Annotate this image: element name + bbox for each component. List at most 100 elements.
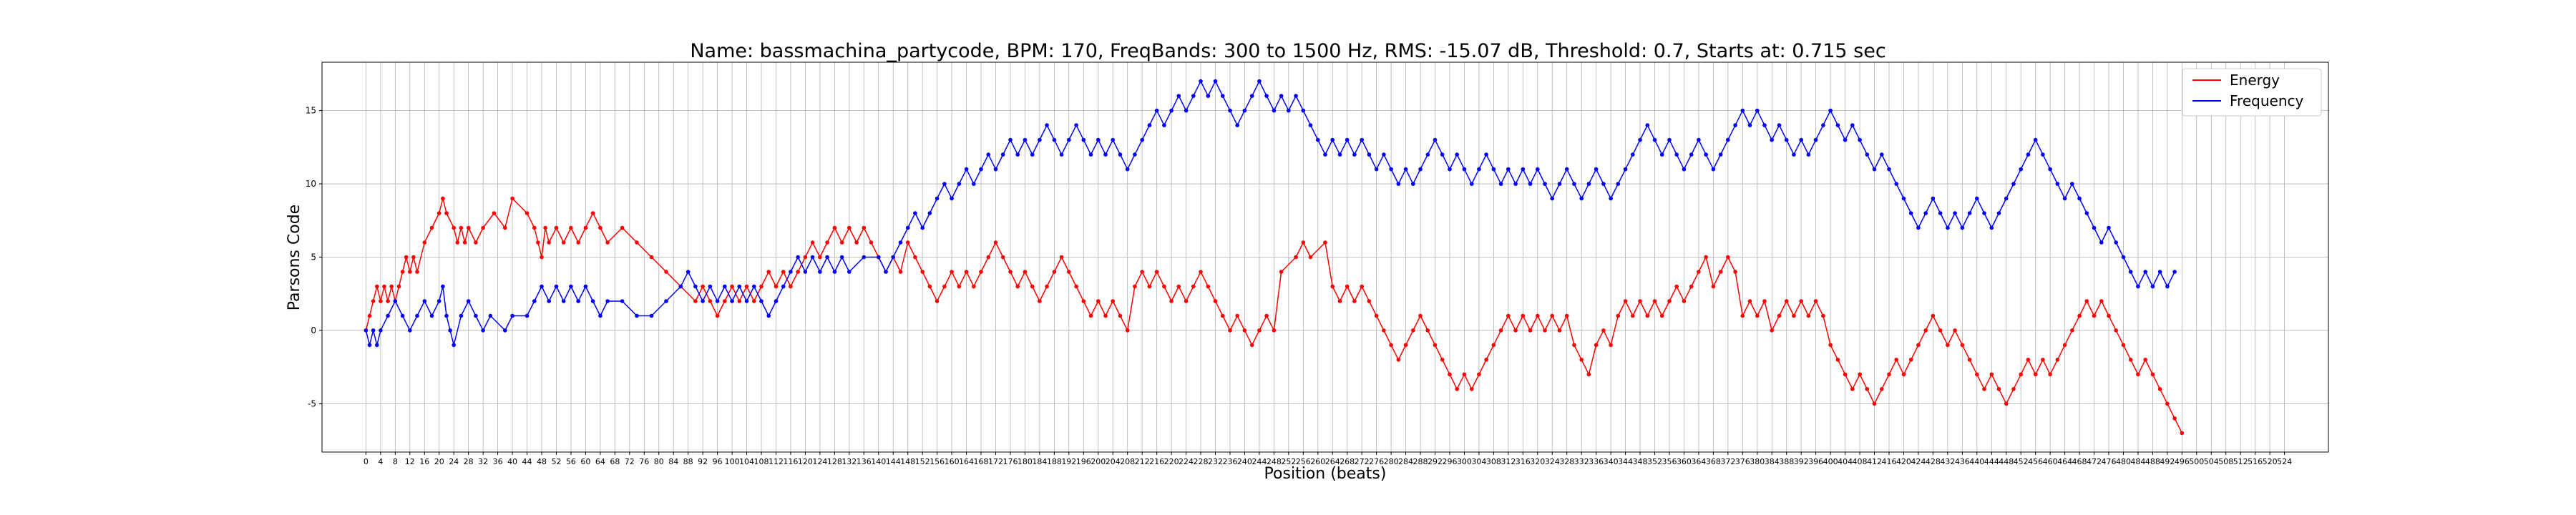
x-tick-label: 180 (1018, 457, 1033, 466)
x-tick-label: 60 (580, 457, 590, 466)
x-tick-label: 476 (2101, 457, 2116, 466)
x-tick-label: 424 (1911, 457, 1926, 466)
x-tick-label: 4 (378, 457, 383, 466)
data-point-energy (1711, 284, 1716, 289)
data-point-energy (1191, 284, 1196, 289)
data-point-energy (2055, 358, 2060, 362)
data-point-energy (492, 211, 497, 215)
data-point-frequency (1594, 167, 1599, 172)
data-point-energy (972, 284, 976, 289)
data-point-energy (1425, 328, 1430, 333)
x-tick-label: 324 (1545, 457, 1560, 466)
x-tick-label: 516 (2248, 457, 2263, 466)
data-point-frequency (1330, 137, 1335, 142)
data-point-frequency (1118, 152, 1123, 157)
x-tick-label: 176 (1002, 457, 1018, 466)
data-point-energy (1462, 372, 1467, 377)
data-point-frequency (1411, 182, 1415, 186)
data-point-frequency (693, 284, 698, 289)
data-point-energy (1586, 372, 1591, 377)
x-tick-label: 80 (654, 457, 664, 466)
x-tick-label: 96 (713, 457, 723, 466)
data-point-frequency (979, 167, 983, 172)
x-tick-label: 164 (959, 457, 974, 466)
x-tick-label: 232 (1208, 457, 1223, 466)
data-point-energy (869, 240, 874, 245)
x-tick-label: 372 (1720, 457, 1735, 466)
data-point-energy (1770, 328, 1774, 333)
data-point-frequency (1184, 108, 1189, 113)
data-point-frequency (1740, 108, 1745, 113)
x-tick-label: 296 (1442, 457, 1457, 466)
data-point-frequency (598, 313, 602, 318)
series-frequency (364, 79, 2177, 348)
data-point-energy (1762, 299, 1767, 303)
x-tick-label: 72 (625, 457, 635, 466)
data-point-energy (1982, 387, 1986, 391)
x-tick-label: 36 (493, 457, 503, 466)
data-point-energy (408, 270, 412, 274)
data-point-energy (993, 240, 998, 245)
data-point-energy (1498, 328, 1503, 333)
data-point-energy (1975, 372, 1979, 377)
data-point-frequency (1887, 167, 1891, 172)
x-tick-label: 432 (1940, 457, 1955, 466)
data-point-frequency (803, 270, 808, 274)
data-point-frequency (466, 299, 471, 303)
data-point-energy (854, 240, 859, 245)
x-tick-label: 124 (812, 457, 827, 466)
x-axis-label: Position (beats) (1264, 465, 1387, 483)
data-point-frequency (1088, 152, 1093, 157)
data-point-frequency (1484, 152, 1488, 157)
data-point-frequency (1799, 137, 1803, 142)
x-tick-label: 44 (522, 457, 532, 466)
data-point-energy (1652, 299, 1657, 303)
data-point-frequency (1433, 137, 1438, 142)
data-point-frequency (781, 284, 786, 289)
x-tick-label: 380 (1750, 457, 1765, 466)
data-point-energy (1784, 299, 1789, 303)
data-point-energy (2172, 416, 2177, 421)
data-point-energy (759, 284, 763, 289)
data-point-energy (1074, 284, 1078, 289)
data-point-frequency (1249, 94, 1254, 98)
data-point-energy (382, 284, 386, 289)
data-point-frequency (1287, 108, 1291, 113)
data-point-frequency (1667, 137, 1672, 142)
x-tick-label: 400 (1823, 457, 1838, 466)
data-point-energy (2092, 313, 2097, 318)
data-point-energy (1850, 387, 1855, 391)
x-tick-label: 292 (1428, 457, 1443, 466)
data-point-energy (1594, 343, 1599, 348)
data-point-frequency (379, 328, 383, 333)
x-tick-label: 312 (1501, 457, 1516, 466)
data-point-frequency (1645, 123, 1650, 127)
data-point-frequency (1631, 152, 1635, 157)
data-point-energy (1828, 343, 1833, 348)
data-point-energy (1023, 270, 1028, 274)
data-point-energy (1484, 358, 1488, 362)
data-point-energy (708, 299, 713, 303)
data-point-frequency (2055, 182, 2060, 186)
data-point-energy (1213, 299, 1218, 303)
data-point-energy (2041, 358, 2045, 362)
data-point-energy (1550, 313, 1554, 318)
data-point-energy (474, 240, 478, 245)
data-point-energy (455, 240, 460, 245)
x-tick-label: 420 (1896, 457, 1911, 466)
data-point-energy (664, 270, 668, 274)
data-point-energy (1726, 255, 1730, 260)
data-point-frequency (400, 313, 405, 318)
data-point-frequency (1835, 123, 1840, 127)
series-layer (364, 79, 2185, 436)
data-point-frequency (942, 182, 947, 186)
data-point-energy (375, 284, 379, 289)
x-tick-label: 156 (930, 457, 945, 466)
data-point-frequency (441, 284, 445, 289)
data-point-energy (1088, 313, 1093, 318)
data-point-frequency (2092, 225, 2097, 230)
data-point-frequency (1916, 225, 1921, 230)
data-point-energy (444, 211, 449, 215)
data-point-energy (744, 284, 749, 289)
data-point-frequency (1015, 152, 1020, 157)
